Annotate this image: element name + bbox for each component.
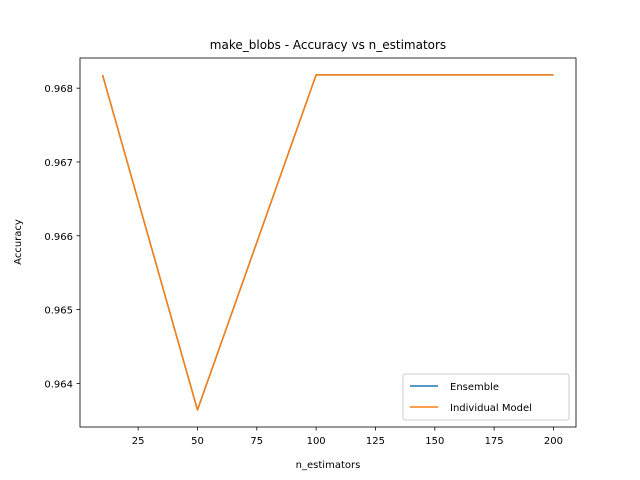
y-axis: 0.964 0.965 0.966 0.967 0.968 bbox=[44, 84, 80, 390]
y-axis-label: Accuracy bbox=[13, 219, 24, 265]
x-tick-label: 125 bbox=[366, 436, 385, 447]
legend: Ensemble Individual Model bbox=[402, 373, 570, 421]
series-line-individual-model bbox=[101, 74, 554, 411]
x-axis: 25 50 75 100 125 150 175 200 bbox=[132, 427, 563, 447]
legend-box bbox=[402, 373, 570, 421]
y-tick-label: 0.966 bbox=[44, 232, 73, 243]
plot-frame bbox=[79, 57, 577, 428]
x-tick-label: 175 bbox=[485, 436, 504, 447]
y-tick-label: 0.967 bbox=[44, 158, 73, 169]
x-tick-label: 50 bbox=[191, 436, 204, 447]
x-tick-label: 100 bbox=[307, 436, 326, 447]
chart-title: make_blobs - Accuracy vs n_estimators bbox=[210, 38, 446, 52]
x-tick-label: 75 bbox=[250, 436, 263, 447]
legend-label-ensemble: Ensemble bbox=[450, 382, 499, 393]
x-tick-label: 150 bbox=[425, 436, 444, 447]
y-tick-label: 0.965 bbox=[44, 306, 73, 317]
series-layer bbox=[101, 74, 554, 411]
x-tick-label: 200 bbox=[544, 436, 563, 447]
y-tick-label: 0.964 bbox=[44, 379, 73, 390]
legend-label-individual-model: Individual Model bbox=[450, 403, 532, 414]
y-tick-label: 0.968 bbox=[44, 84, 73, 95]
plot-area bbox=[80, 58, 576, 427]
x-axis-label: n_estimators bbox=[296, 460, 361, 471]
x-tick-label: 25 bbox=[132, 436, 145, 447]
